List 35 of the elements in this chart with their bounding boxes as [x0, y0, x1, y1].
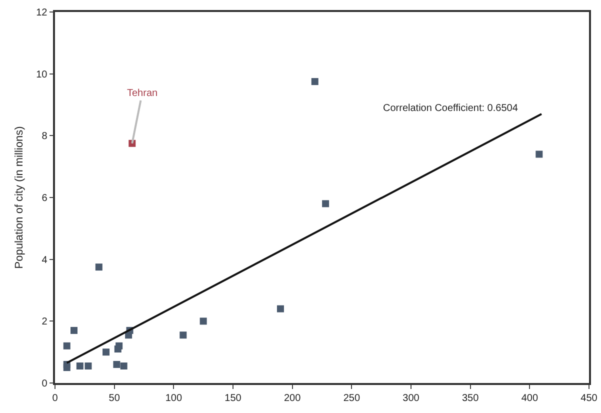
point: [311, 78, 318, 86]
y-tick-label: 2: [42, 316, 48, 328]
annotation: Correlation Coefficient: 0.6504: [383, 103, 518, 114]
point: [322, 200, 330, 208]
x-tick-label: 250: [343, 392, 360, 404]
x-tick-label: 0: [52, 392, 58, 404]
y-tick-label: 0: [42, 378, 48, 390]
x-tick-label: 100: [165, 392, 182, 404]
point: [113, 360, 120, 368]
x-tick-label: 400: [521, 392, 538, 404]
y-tick-label: 6: [42, 193, 48, 204]
point: [63, 342, 70, 350]
x-tick-label: 450: [580, 392, 598, 404]
annotation: Tehran: [127, 88, 158, 99]
y-tick-label: 8: [42, 131, 48, 142]
point: [76, 362, 84, 370]
point: [200, 318, 207, 325]
point: [70, 326, 78, 334]
x-tick-label: 200: [284, 392, 302, 404]
y-tick-label: 4: [42, 254, 48, 266]
y-tick-label: 12: [36, 8, 48, 18]
x-tick-label: 300: [402, 392, 420, 404]
point: [102, 348, 110, 356]
point: [84, 362, 92, 370]
point: [95, 264, 102, 271]
x-tick-label: 350: [462, 392, 480, 404]
y-axis-title: Population of city (in millions): [14, 126, 26, 269]
point: [180, 332, 187, 339]
point: [116, 342, 123, 350]
y-tick-label: 10: [36, 69, 48, 80]
point: [536, 150, 543, 158]
x-tick-label: 150: [224, 392, 242, 404]
point: [276, 305, 284, 312]
point: [120, 362, 128, 370]
x-tick-label: 50: [108, 392, 120, 404]
